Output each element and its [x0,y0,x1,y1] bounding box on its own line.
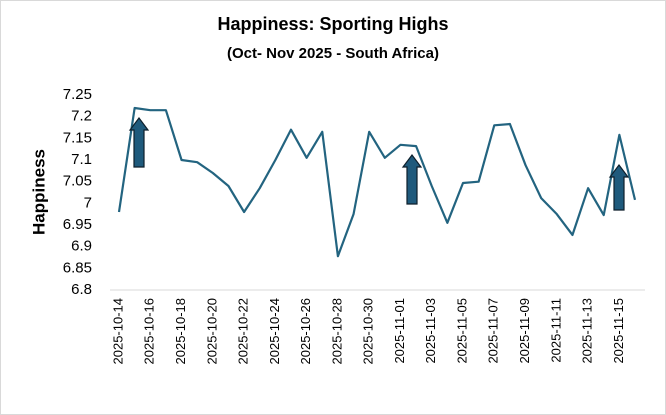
annotations [128,117,630,211]
y-tick-label: 7.25 [63,86,92,103]
x-tick-label: 2025-10-28 [329,298,344,365]
plot-area: 6.8 6.85 6.9 6.95 7 7.05 7.1 7.15 7.2 7.25 2025-10… [63,86,645,365]
x-tick-label: 2025-10-22 [236,298,251,365]
y-tick-label: 6.85 [63,259,92,276]
y-tick-label: 7 [84,194,92,211]
chart-title: Happiness: Sporting Highs [217,14,448,34]
y-tick-label: 7.1 [71,151,92,168]
x-tick-label: 2025-10-30 [361,298,376,365]
y-tick-label: 6.95 [63,216,92,233]
x-tick-label: 2025-11-11 [548,298,563,363]
y-axis-label: Happiness [29,149,48,235]
x-tick-label: 2025-10-18 [173,298,188,365]
y-tick-label: 7.15 [63,129,92,146]
x-tick-label: 2025-10-24 [267,298,282,365]
x-tick-label: 2025-11-05 [454,298,469,364]
x-tick-label: 2025-11-01 [392,298,407,364]
chart-subtitle: (Oct- Nov 2025 - South Africa) [227,45,439,62]
x-tick-label: 2025-10-14 [110,298,125,365]
x-tick-label: 2025-11-09 [517,298,532,364]
y-tick-label: 7.2 [71,108,92,125]
x-tick-label: 2025-10-26 [298,298,313,365]
y-tick-label: 6.9 [71,238,92,255]
x-tick-label: 2025-11-07 [486,298,501,364]
x-tick-label: 2025-11-13 [580,298,595,364]
y-tick-label: 7.05 [63,173,92,190]
y-tick-label: 6.8 [71,281,92,298]
arrow [128,117,150,168]
arrow [401,154,423,205]
x-tick-label: 2025-11-15 [611,298,626,364]
x-tick-label: 2025-11-03 [423,298,438,364]
arrow [608,164,630,211]
data-line [117,106,637,258]
x-tick-label: 2025-10-16 [142,298,157,365]
x-tick-label: 2025-10-20 [204,298,219,365]
